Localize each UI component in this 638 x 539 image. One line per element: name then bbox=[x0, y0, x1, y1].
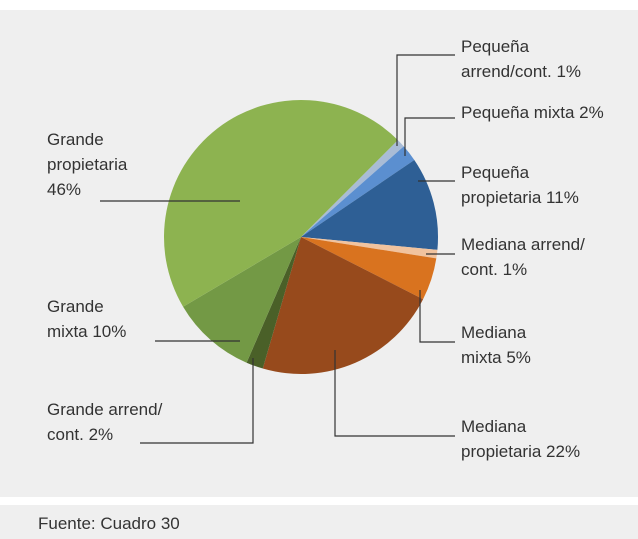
pie-slice bbox=[301, 237, 438, 259]
slice-label: Grande bbox=[47, 297, 104, 316]
slice-label: Pequeña bbox=[461, 163, 530, 182]
slice-label: cont. 1% bbox=[461, 260, 527, 279]
slice-label: 46% bbox=[47, 180, 81, 199]
slice-label: cont. 2% bbox=[47, 425, 113, 444]
footer-background bbox=[0, 505, 638, 539]
slice-label: Mediana bbox=[461, 417, 527, 436]
slice-label: mixta 5% bbox=[461, 348, 531, 367]
slice-label: Grande arrend/ bbox=[47, 400, 163, 419]
pie-slice bbox=[301, 159, 438, 250]
pie-slice bbox=[262, 237, 424, 374]
slice-label: Pequeña bbox=[461, 37, 530, 56]
slice-label: propietaria bbox=[47, 155, 128, 174]
slice-label: Mediana arrend/ bbox=[461, 235, 585, 254]
leader-line bbox=[140, 358, 254, 444]
pie-slice bbox=[164, 100, 398, 307]
slice-label: propietaria 22% bbox=[461, 442, 580, 461]
leader-line bbox=[404, 117, 455, 156]
leader-line bbox=[334, 350, 455, 437]
slice-label: Mediana bbox=[461, 323, 527, 342]
slice-label: propietaria 11% bbox=[461, 188, 579, 207]
pie-slice bbox=[246, 237, 301, 369]
leader-line bbox=[396, 54, 455, 146]
pie-slice bbox=[183, 237, 301, 363]
slice-label: mixta 10% bbox=[47, 322, 126, 341]
pie-slice bbox=[301, 140, 404, 237]
slice-label: Grande bbox=[47, 130, 104, 149]
slice-label: arrend/cont. 1% bbox=[461, 62, 581, 81]
leader-line bbox=[419, 290, 455, 343]
footer: Fuente: Cuadro 30 bbox=[38, 514, 180, 533]
pie-slice bbox=[301, 237, 437, 300]
slice-label: Pequeña mixta 2% bbox=[461, 103, 604, 122]
pie-slice bbox=[301, 146, 415, 237]
